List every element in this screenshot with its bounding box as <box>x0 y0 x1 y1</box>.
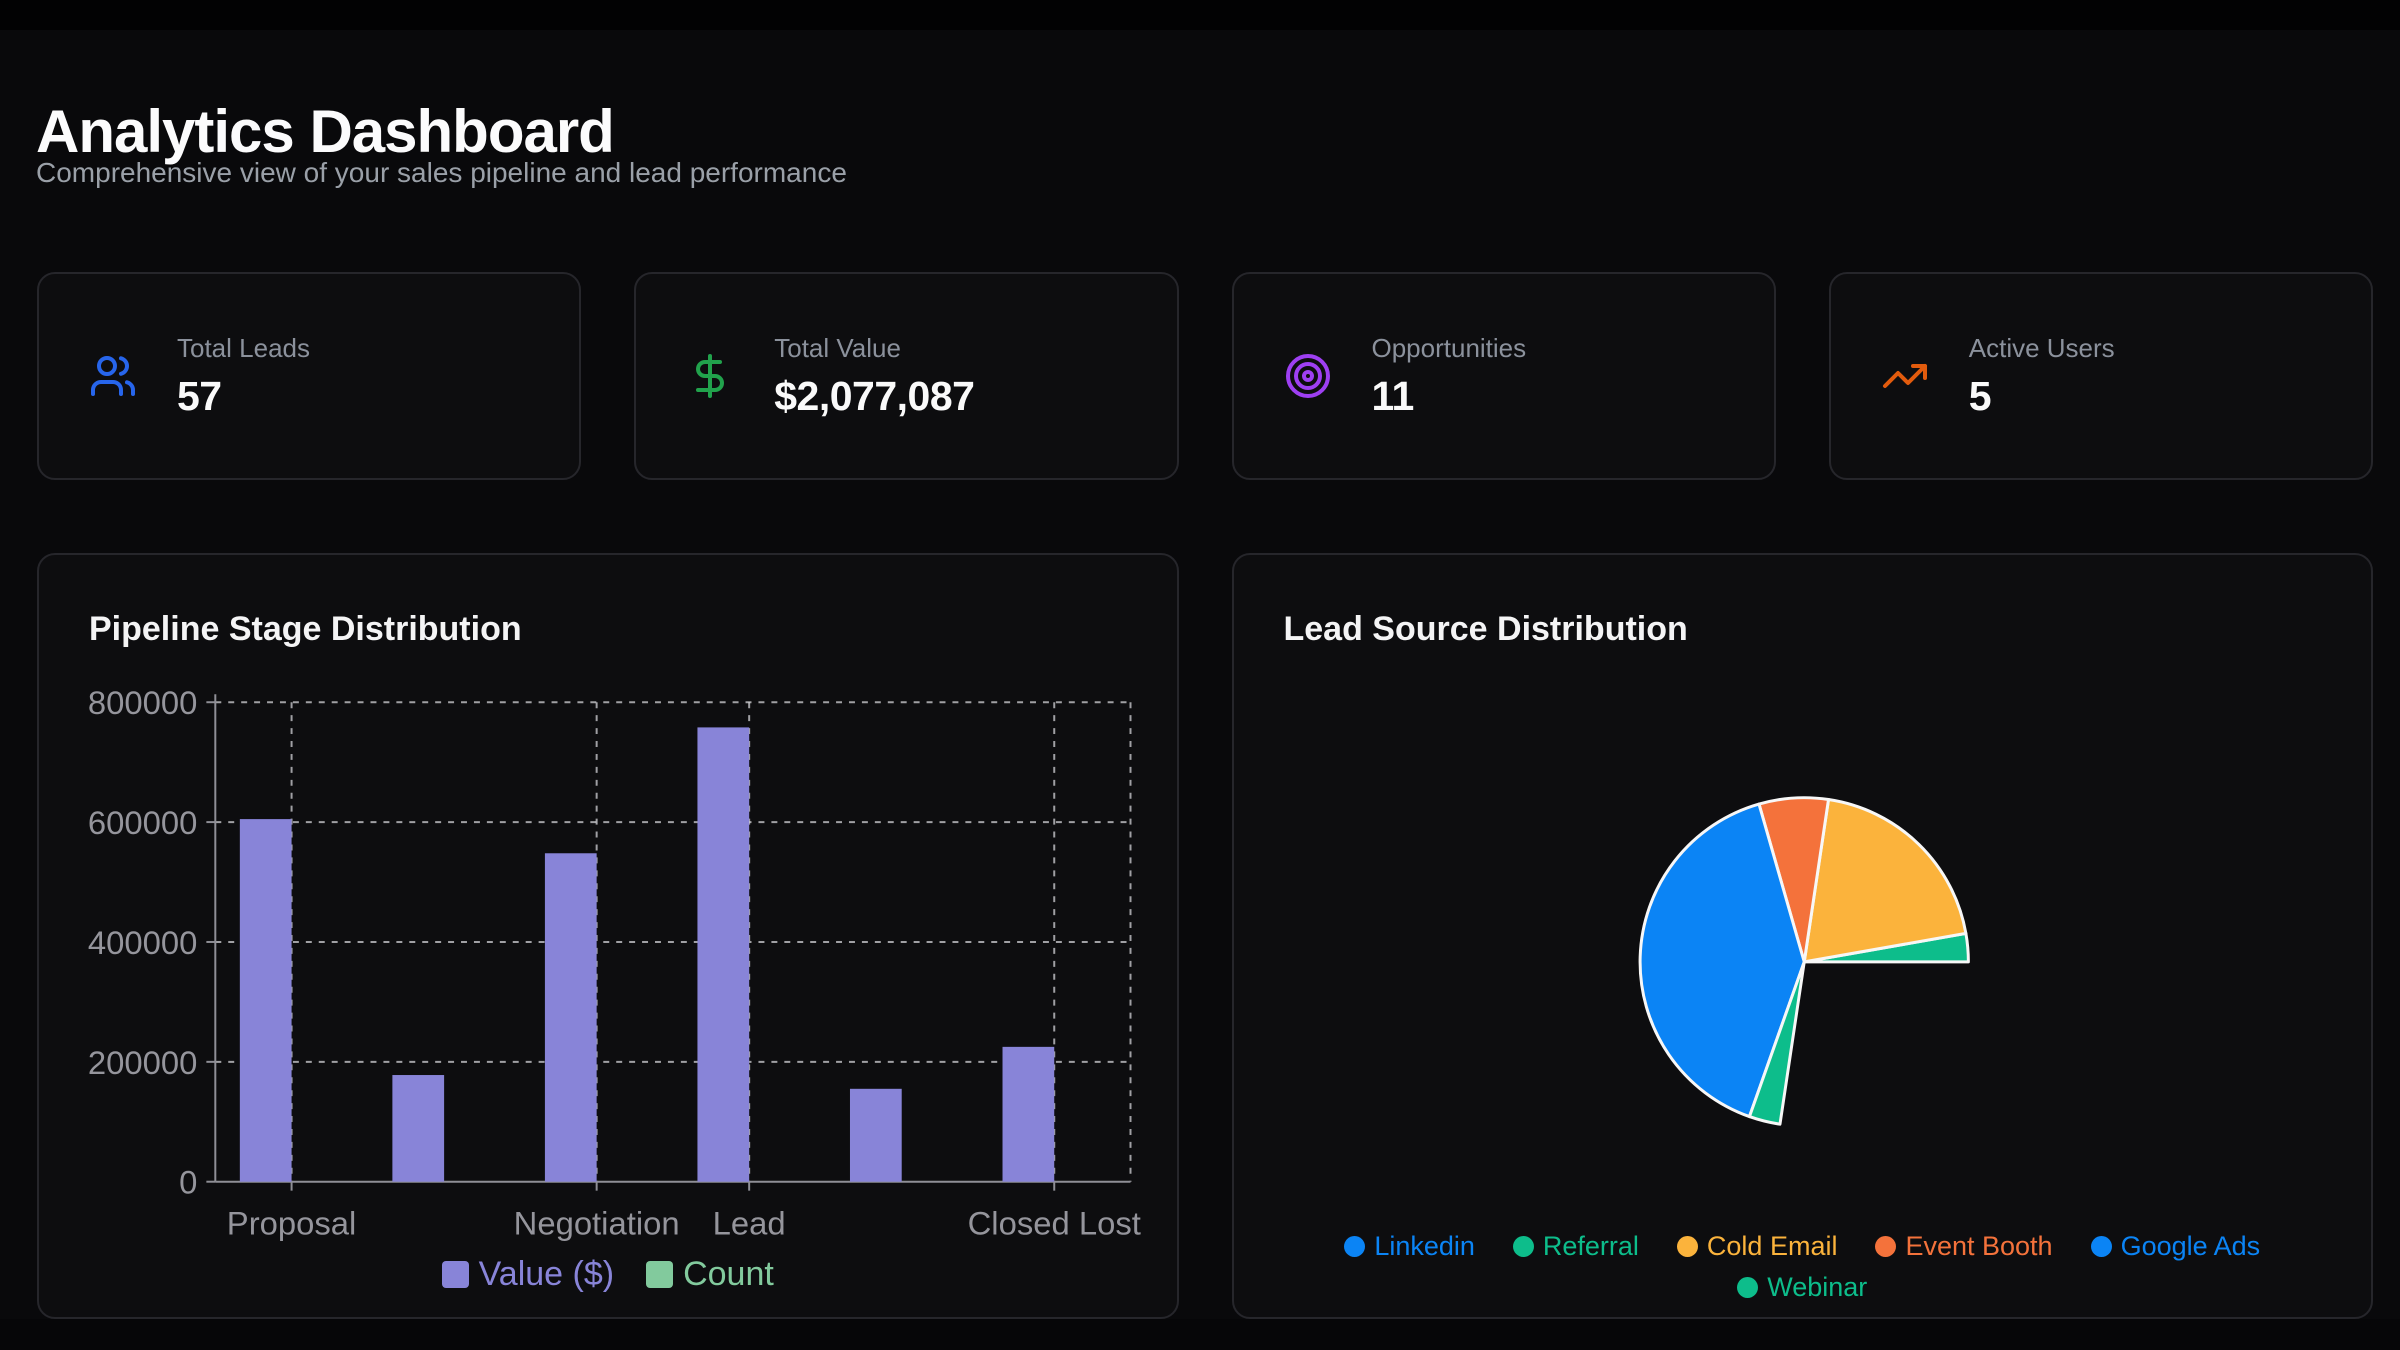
legend-label: Event Booth <box>1905 1231 2053 1261</box>
legend-item-cold-email[interactable]: Cold Email <box>1676 1231 1838 1262</box>
legend-dot <box>1676 1236 1698 1257</box>
legend-label: Linkedin <box>1374 1231 1475 1261</box>
legend-swatch <box>441 1261 469 1288</box>
x-axis-tick-label: Proposal <box>227 1204 357 1241</box>
legend-label: Cold Email <box>1706 1231 1838 1261</box>
pie-slice-linkedin[interactable] <box>1638 802 1806 1119</box>
pie-slice-webinar[interactable] <box>1747 960 1806 1126</box>
top-window-strip <box>0 0 2400 30</box>
stat-value: 57 <box>177 372 222 419</box>
trending-up-icon <box>1881 352 1929 400</box>
page-title: Analytics Dashboard <box>36 98 615 166</box>
lead-source-panel: Lead Source Distribution Linkedin Referra… <box>1231 553 2373 1319</box>
legend-dot <box>1344 1236 1366 1257</box>
y-axis-tick-label: 200000 <box>88 1044 197 1081</box>
target-icon <box>1284 352 1332 400</box>
y-axis-tick-label: 400000 <box>88 924 197 961</box>
pie-chart-legend: Linkedin Referral Cold Email Event Booth Goo… <box>1234 1231 2372 1303</box>
legend-item-referral[interactable]: Referral <box>1512 1231 1639 1262</box>
legend-label: Count <box>683 1255 774 1293</box>
stat-card-total-leads: Total Leads 57 <box>37 272 582 480</box>
legend-item-linkedin[interactable]: Linkedin <box>1344 1231 1475 1262</box>
chart-title-pipeline: Pipeline Stage Distribution <box>89 610 522 648</box>
pipeline-stage-panel: Pipeline Stage Distribution 0 200000 40000… <box>37 553 1179 1319</box>
y-axis-tick-label: 800000 <box>88 684 197 721</box>
x-axis-tick-label: Closed Lost <box>968 1204 1141 1241</box>
x-axis-tick-label: Negotiation <box>514 1204 680 1241</box>
value-bar-0[interactable] <box>239 819 292 1182</box>
x-axis-tick-label: Lead <box>713 1204 786 1241</box>
legend-item-value-[interactable]: Value ($) <box>441 1255 615 1294</box>
stat-label: Opportunities <box>1371 332 1527 363</box>
stat-text: Opportunities 11 <box>1372 333 1527 420</box>
stat-text: Total Leads 57 <box>177 333 310 420</box>
legend-item-google-ads[interactable]: Google Ads <box>2090 1231 2261 1262</box>
stat-card-opportunities: Opportunities 11 <box>1231 272 1776 480</box>
lead-source-pie-chart <box>1638 796 1970 1126</box>
legend-label: Google Ads <box>2120 1231 2261 1261</box>
value-bar-1[interactable] <box>392 1075 445 1182</box>
pie-legend-row: Webinar <box>1234 1272 2372 1303</box>
stat-card-total-value: Total Value $2,077,087 <box>634 272 1179 480</box>
stat-value: 5 <box>1968 372 1992 419</box>
legend-dot <box>2090 1236 2112 1257</box>
legend-dot <box>1875 1236 1897 1257</box>
charts-row: Pipeline Stage Distribution 0 200000 40000… <box>37 553 2373 1319</box>
chart-title-lead-source: Lead Source Distribution <box>1283 610 1688 648</box>
stat-text: Total Value $2,077,087 <box>774 332 975 420</box>
pipeline-bar-chart: 0 200000 400000 600000 800000 Proposal Negotia… <box>88 684 1141 1241</box>
legend-swatch <box>646 1261 674 1288</box>
legend-label: Value ($) <box>478 1255 615 1293</box>
legend-item-count[interactable]: Count <box>646 1255 774 1294</box>
stat-value: $2,077,087 <box>774 372 975 419</box>
bottom-page-strip <box>0 1319 2400 1350</box>
pie-legend-row: Linkedin Referral Cold Email Event Booth Goo… <box>1234 1231 2372 1262</box>
stat-text: Active Users 5 <box>1969 333 2115 420</box>
dollar-sign-icon <box>686 352 734 400</box>
page-subtitle: Comprehensive view of your sales pipelin… <box>36 157 847 188</box>
legend-label: Referral <box>1542 1231 1639 1261</box>
value-bar-3[interactable] <box>697 727 750 1182</box>
legend-item-webinar[interactable]: Webinar <box>1737 1272 1867 1303</box>
stat-label: Active Users <box>1968 332 2115 363</box>
stat-cards-row: Total Leads 57 Total Value $2,077,087 Op… <box>37 272 2373 480</box>
legend-item-event-booth[interactable]: Event Booth <box>1875 1231 2053 1262</box>
y-axis-tick-label: 0 <box>179 1164 197 1201</box>
pie-slice-cold-email[interactable] <box>1802 798 1967 964</box>
legend-label: Webinar <box>1767 1272 1868 1302</box>
value-bar-5[interactable] <box>1002 1046 1055 1182</box>
bar-chart-legend: Value ($) Count <box>39 1255 1177 1294</box>
legend-dot <box>1737 1277 1759 1298</box>
users-icon <box>89 352 137 400</box>
y-axis-tick-label: 600000 <box>88 804 197 841</box>
stat-card-active-users: Active Users 5 <box>1828 272 2373 480</box>
value-bar-4[interactable] <box>849 1088 902 1182</box>
legend-dot <box>1512 1236 1534 1257</box>
stat-label: Total Value <box>774 332 901 363</box>
value-bar-2[interactable] <box>544 853 597 1182</box>
stat-label: Total Leads <box>177 332 310 363</box>
stat-value: 11 <box>1371 372 1415 419</box>
